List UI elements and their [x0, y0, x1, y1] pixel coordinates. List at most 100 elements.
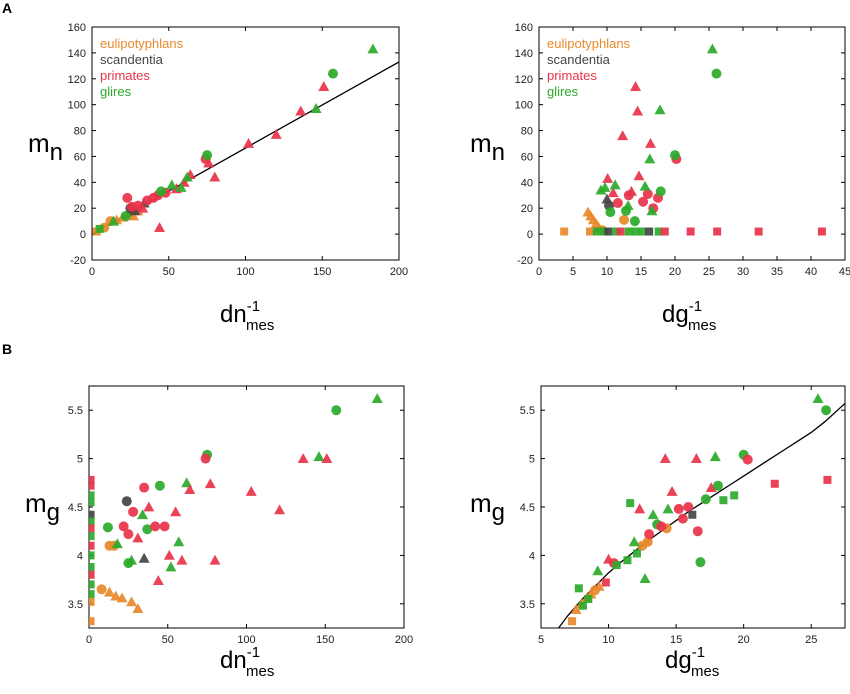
- data-point-primates: [128, 506, 139, 517]
- data-point-primates: [200, 453, 211, 464]
- data-point-glires: [578, 601, 587, 610]
- legend-entry-glires: glires: [547, 84, 579, 99]
- x-tick-label: 100: [236, 266, 254, 278]
- data-point-glires: [711, 68, 722, 79]
- data-point-glires: [89, 491, 95, 500]
- data-point-glires: [120, 210, 131, 221]
- data-point-primates: [625, 185, 637, 196]
- panel-label-a: A: [2, 0, 12, 16]
- x-tick-label: 5: [538, 634, 544, 646]
- x-axis-label: dg-1 mes: [665, 644, 719, 680]
- chart-a-right: 0 5 10 15 20 25 30 35 40 45-200204060801001201401…: [470, 22, 850, 334]
- data-point-glires: [367, 43, 379, 54]
- data-point-primates: [295, 105, 307, 116]
- legend-entry-glires: glires: [100, 84, 132, 99]
- data-point-glires: [812, 393, 824, 403]
- data-point-glires: [126, 554, 138, 565]
- data-point-eulipotyphlans: [586, 227, 594, 236]
- data-point-eulipotyphlans: [110, 590, 122, 601]
- data-point-glires: [644, 153, 656, 164]
- x-axis-label-sub: mes: [688, 317, 716, 334]
- data-point-scandentia: [138, 552, 150, 563]
- y-tick-label: 0: [527, 229, 533, 241]
- data-point-glires: [654, 104, 666, 115]
- data-point-primates: [616, 227, 625, 236]
- data-point-primates: [122, 192, 133, 203]
- data-point-glires: [173, 536, 185, 547]
- data-point-eulipotyphlans: [570, 604, 582, 615]
- x-axis-label-sub: mes: [246, 663, 274, 680]
- y-tick-label: 5: [77, 454, 83, 466]
- panel-label-b: B: [2, 341, 12, 357]
- data-point-primates: [770, 479, 779, 488]
- y-tick-label: 160: [515, 22, 533, 34]
- data-point-glires: [628, 536, 640, 547]
- legend-entry-scandentia: scandentia: [100, 52, 164, 67]
- y-axis-label-sub: g: [492, 499, 505, 526]
- data-point-primates: [89, 570, 95, 579]
- data-point-primates: [617, 130, 629, 141]
- data-point-primates: [321, 453, 333, 463]
- plot-area: [558, 393, 845, 628]
- x-axis-label-sup: -1: [247, 644, 260, 661]
- data-point-primates: [645, 138, 657, 148]
- data-point-glires: [700, 494, 711, 505]
- data-point-eulipotyphlans: [127, 210, 139, 221]
- y-axis-label: mg: [470, 488, 505, 526]
- data-point-glires: [612, 561, 621, 570]
- y-axis-label-main: m: [470, 128, 492, 158]
- chart-b-left: 0 50 100 150 200 3.5 4 4.5 5 5.5 mg dn-1 mes: [25, 385, 413, 680]
- data-point-glires: [89, 551, 95, 560]
- data-point-glires: [662, 503, 674, 514]
- data-point-primates: [132, 532, 144, 543]
- data-point-primates: [123, 529, 134, 540]
- data-point-glires: [612, 227, 621, 236]
- data-point-primates: [659, 453, 671, 463]
- data-point-primates: [690, 453, 702, 463]
- y-tick-label: 120: [68, 74, 86, 86]
- data-point-glires: [166, 179, 178, 190]
- data-point-glires: [89, 590, 95, 599]
- data-point-primates: [817, 227, 826, 236]
- data-point-primates: [89, 475, 95, 484]
- data-point-primates: [634, 503, 646, 514]
- y-tick-label: 20: [521, 203, 533, 215]
- x-tick-label: 100: [237, 634, 255, 646]
- x-tick-label: 25: [805, 634, 817, 646]
- data-point-glires: [623, 556, 632, 565]
- y-tick-label: 3.5: [520, 599, 535, 611]
- data-point-primates: [176, 554, 188, 565]
- x-tick-label: 200: [395, 634, 413, 646]
- y-tick-label: 40: [74, 177, 86, 189]
- data-point-eulipotyphlans: [593, 580, 605, 591]
- data-point-glires: [646, 205, 658, 216]
- data-point-scandentia: [89, 510, 95, 519]
- data-point-glires: [592, 227, 601, 236]
- data-point-primates: [713, 227, 722, 236]
- x-tick-label: 25: [703, 266, 715, 278]
- x-axis-label-sub: mes: [691, 663, 719, 680]
- chart-a-left: 0 50 100 150 200-20020406080100120140160mndn…: [28, 22, 408, 334]
- data-point-glires: [639, 573, 651, 584]
- data-point-eulipotyphlans: [103, 586, 115, 597]
- y-tick-label: 4: [77, 550, 83, 562]
- data-point-eulipotyphlans: [89, 597, 95, 606]
- y-tick-label: 5: [529, 454, 535, 466]
- legend-entry-scandentia: scandentia: [547, 52, 611, 67]
- data-point-primates: [677, 513, 688, 524]
- plot-area: [89, 393, 383, 626]
- data-point-primates: [209, 554, 221, 565]
- x-tick-label: 30: [737, 266, 749, 278]
- data-point-glires: [137, 509, 149, 520]
- y-tick-label: 160: [68, 22, 86, 34]
- data-point-primates: [118, 521, 129, 532]
- data-point-primates: [686, 227, 695, 236]
- x-tick-label: 0: [536, 266, 542, 278]
- x-axis-label-main: dn: [220, 647, 247, 674]
- data-point-primates: [705, 482, 717, 493]
- x-tick-label: 150: [313, 266, 331, 278]
- x-tick-label: 15: [635, 266, 647, 278]
- y-tick-label: 80: [521, 126, 533, 138]
- data-point-glires: [202, 150, 213, 161]
- x-axis-label-main: dg: [665, 647, 692, 674]
